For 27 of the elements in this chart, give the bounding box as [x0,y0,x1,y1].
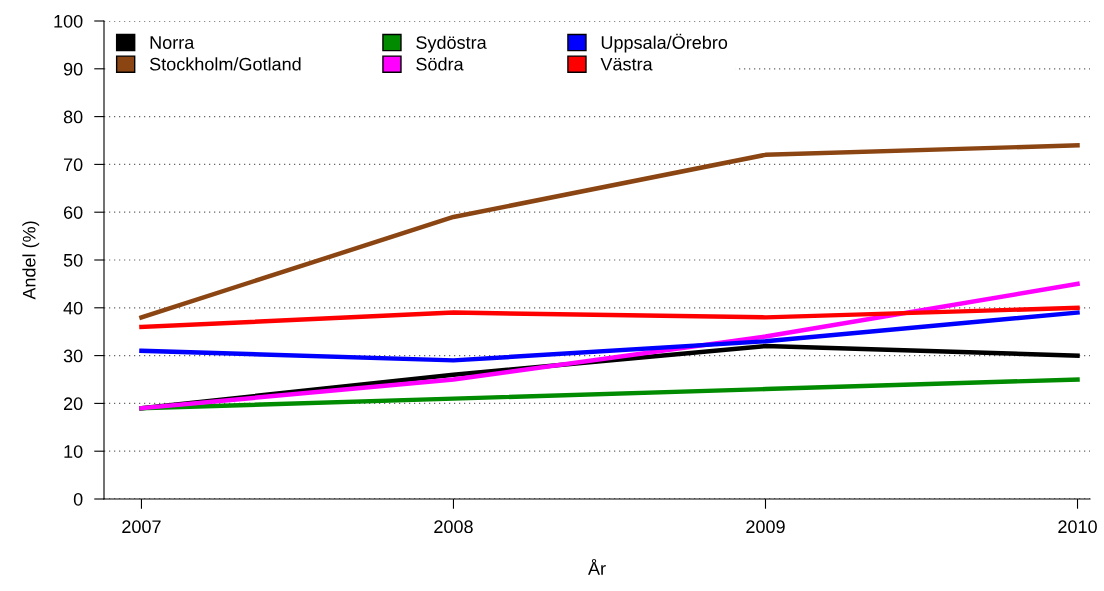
legend-label: Södra [416,57,464,71]
legend-label: Stockholm/Gotland [149,57,301,71]
y-tick-label: 60 [64,206,83,219]
y-tick-label: 10 [64,445,83,458]
legend-label: Norra [150,36,195,49]
x-tick-label: 2008 [434,520,473,534]
y-tick-label: 20 [63,397,83,411]
x-axis-title: År [588,558,606,575]
y-tick-label: 50 [63,253,83,267]
legend-label: Sydöstra [416,35,487,53]
y-tick-label: 90 [63,62,83,76]
line-series [139,281,1080,411]
legend-label: Västra [600,57,653,71]
line-series [139,305,1080,330]
legend-label: Uppsala/Örebro [601,33,728,53]
y-tick-label: 80 [63,110,83,124]
x-tick-label: 2010 [1058,520,1097,534]
line-series [139,310,1080,363]
y-axis-title: Andel (%) [22,221,40,300]
y-tick-label: 70 [64,158,83,172]
x-tick-label: 2007 [122,520,161,534]
x-tick-label: 2009 [746,520,785,534]
y-tick-label: 40 [63,301,83,315]
y-tick-label: 100 [54,14,83,28]
line-series [139,143,1080,320]
y-tick-label: 0 [73,492,83,506]
y-tick-label: 30 [63,349,83,363]
